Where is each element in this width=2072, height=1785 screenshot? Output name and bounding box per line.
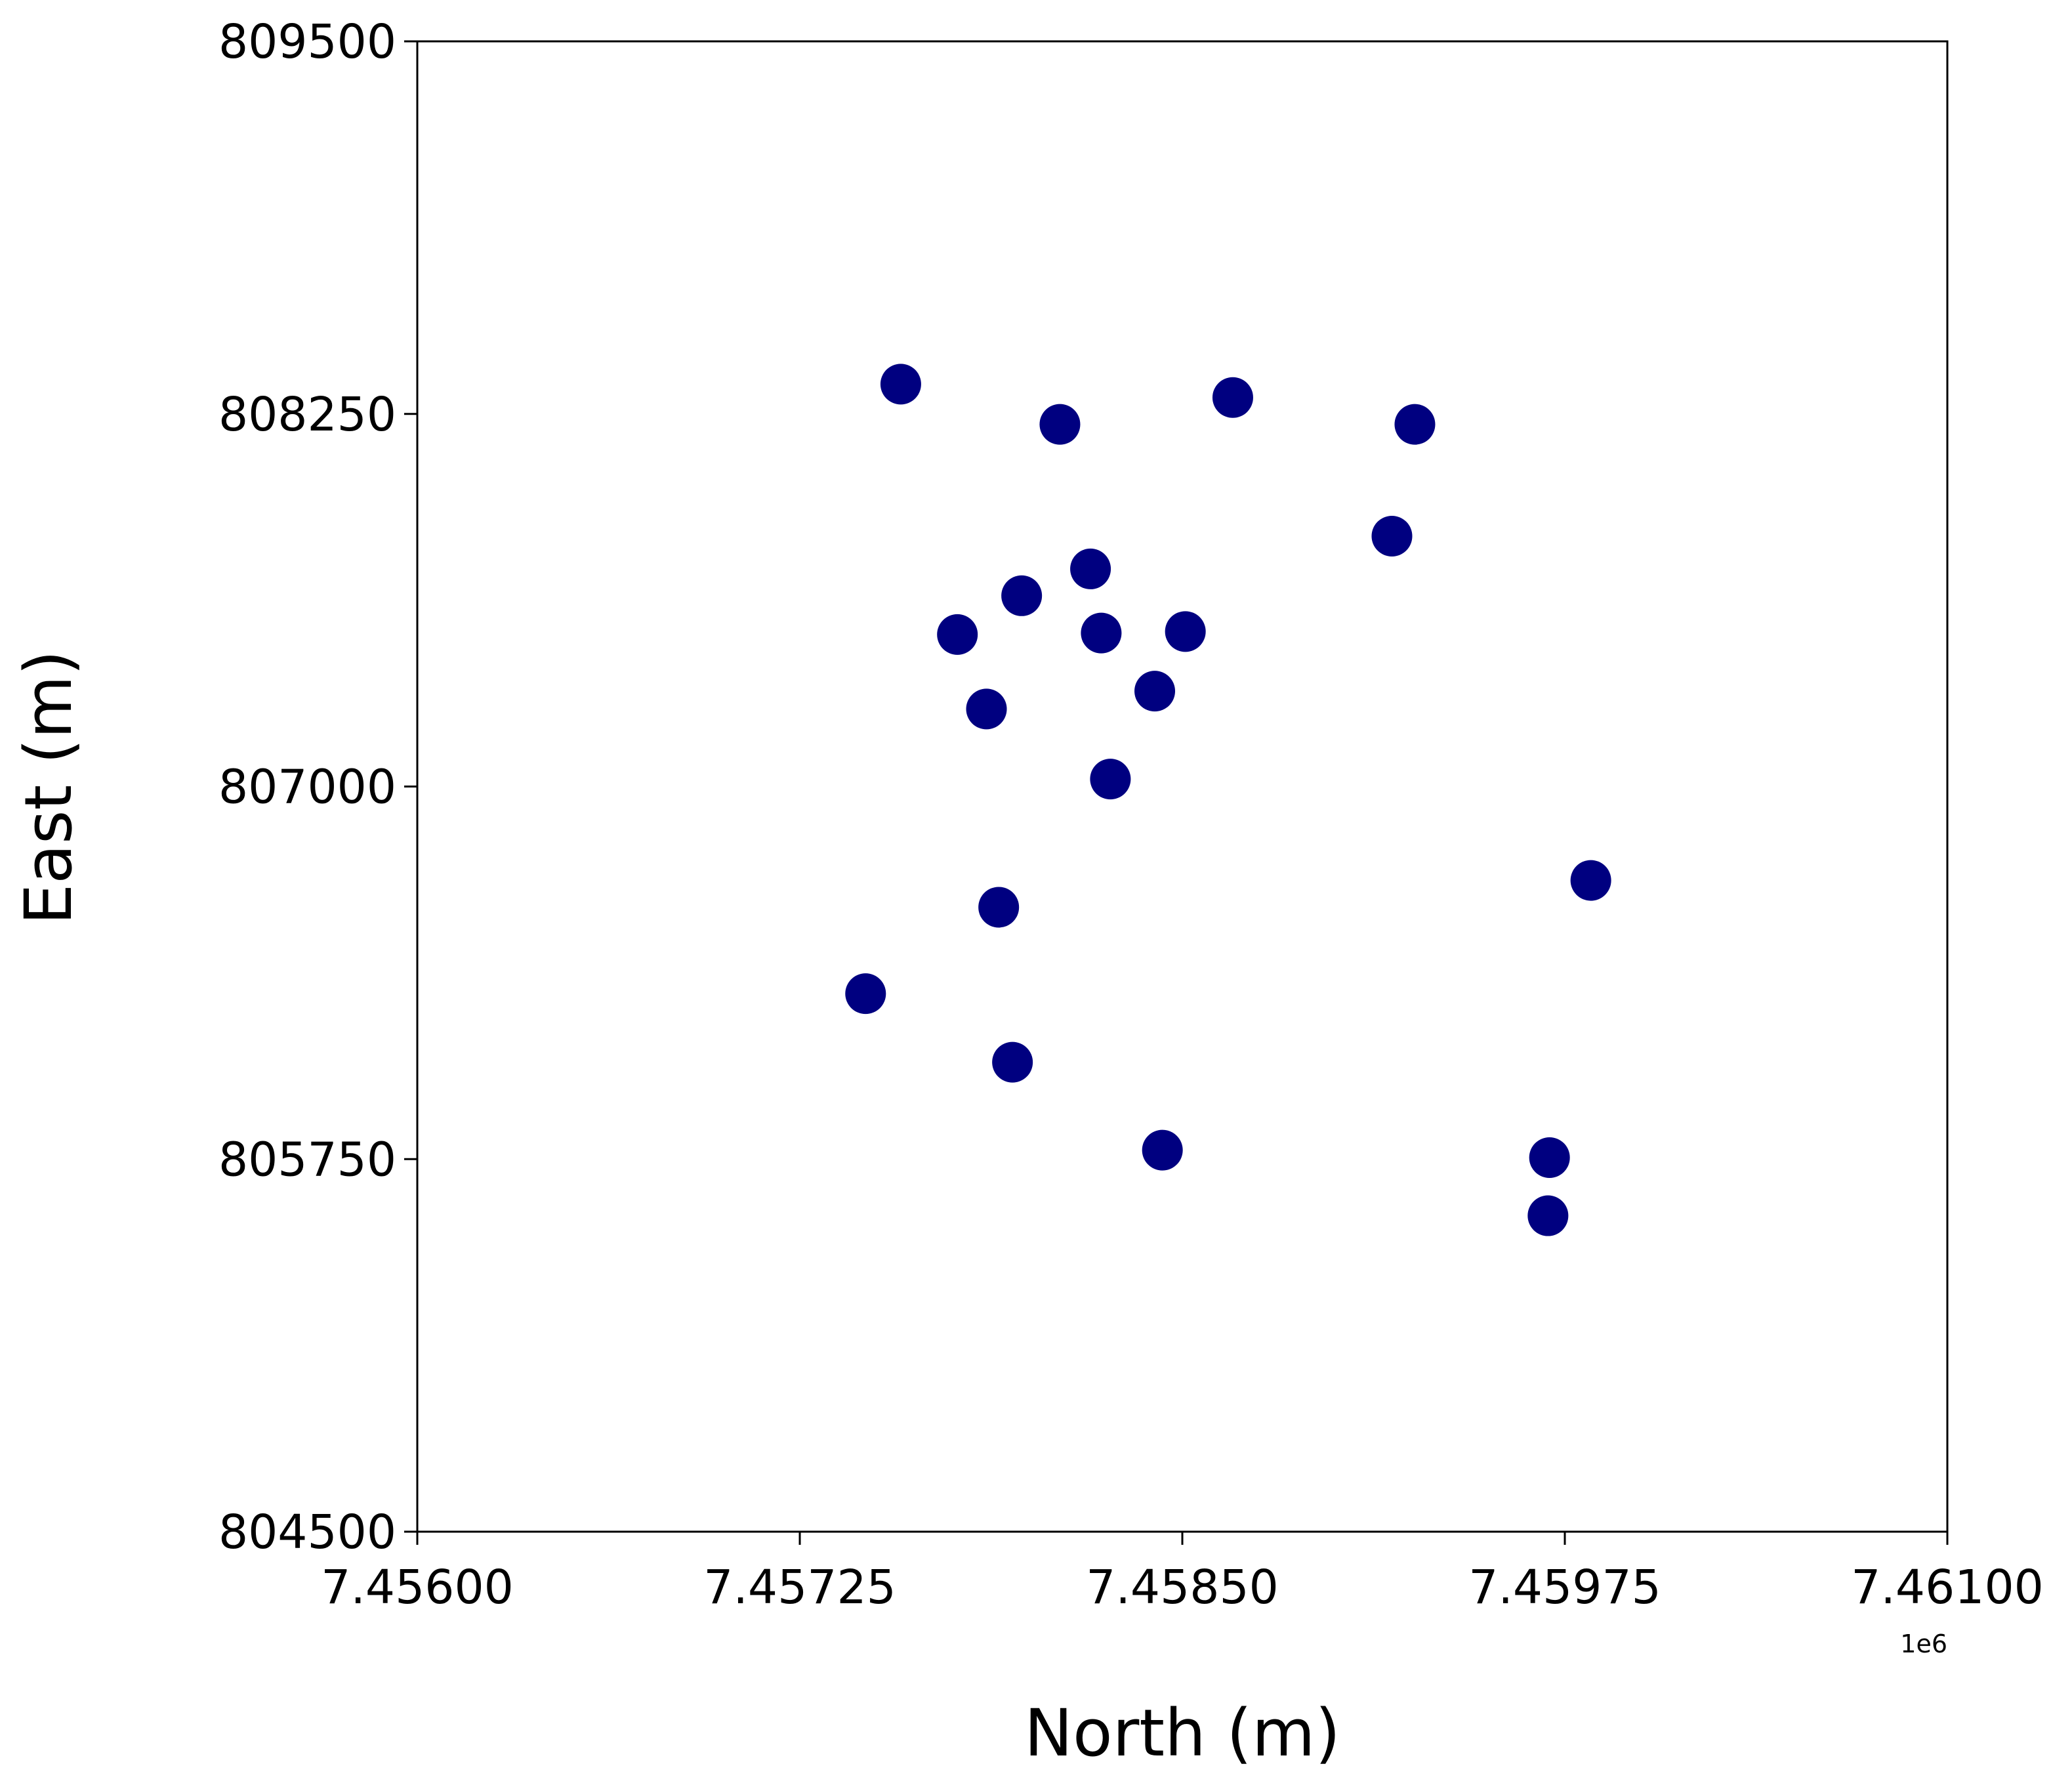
x-tick-label: 7.46100 [1851, 1560, 2044, 1614]
data-point [1090, 759, 1131, 800]
data-point [1165, 611, 1206, 652]
data-point [978, 887, 1020, 928]
x-tick-label: 7.45975 [1468, 1560, 1661, 1614]
data-point [1527, 1195, 1569, 1236]
data-point [966, 688, 1007, 730]
data-point [1212, 377, 1253, 418]
data-point [1371, 515, 1413, 556]
data-point [992, 1041, 1033, 1083]
x-tick-label: 7.45850 [1086, 1560, 1279, 1614]
data-point [1070, 548, 1111, 589]
y-tick-label: 805750 [218, 1132, 396, 1186]
y-axis-label: East (m) [11, 650, 87, 925]
data-point [1529, 1137, 1570, 1178]
data-point [1081, 612, 1122, 654]
data-point [880, 364, 921, 405]
x-tick-label: 7.45600 [321, 1560, 514, 1614]
data-point [1134, 671, 1176, 712]
data-point [1570, 860, 1611, 901]
x-axis-label: North (m) [1024, 1696, 1340, 1771]
data-point [937, 614, 978, 655]
y-tick-label: 804500 [218, 1505, 396, 1559]
y-axis-ticks: 804500 805750 807000 808250 809500 [218, 14, 417, 1559]
y-tick-label: 808250 [218, 387, 396, 442]
y-tick-label: 809500 [218, 14, 396, 69]
x-axis-offset-label: 1e6 [1900, 1629, 1947, 1658]
plot-frame [416, 40, 1949, 1533]
data-point [1394, 404, 1436, 445]
x-axis-ticks: 7.45600 7.45725 7.45850 7.45975 7.46100 [321, 1532, 2044, 1614]
data-point [845, 973, 886, 1015]
data-point [1142, 1129, 1183, 1171]
data-point [1039, 404, 1081, 445]
points-layer [845, 364, 1611, 1236]
x-tick-label: 7.45725 [703, 1560, 896, 1614]
data-point [1001, 575, 1043, 616]
y-tick-label: 807000 [218, 760, 396, 814]
